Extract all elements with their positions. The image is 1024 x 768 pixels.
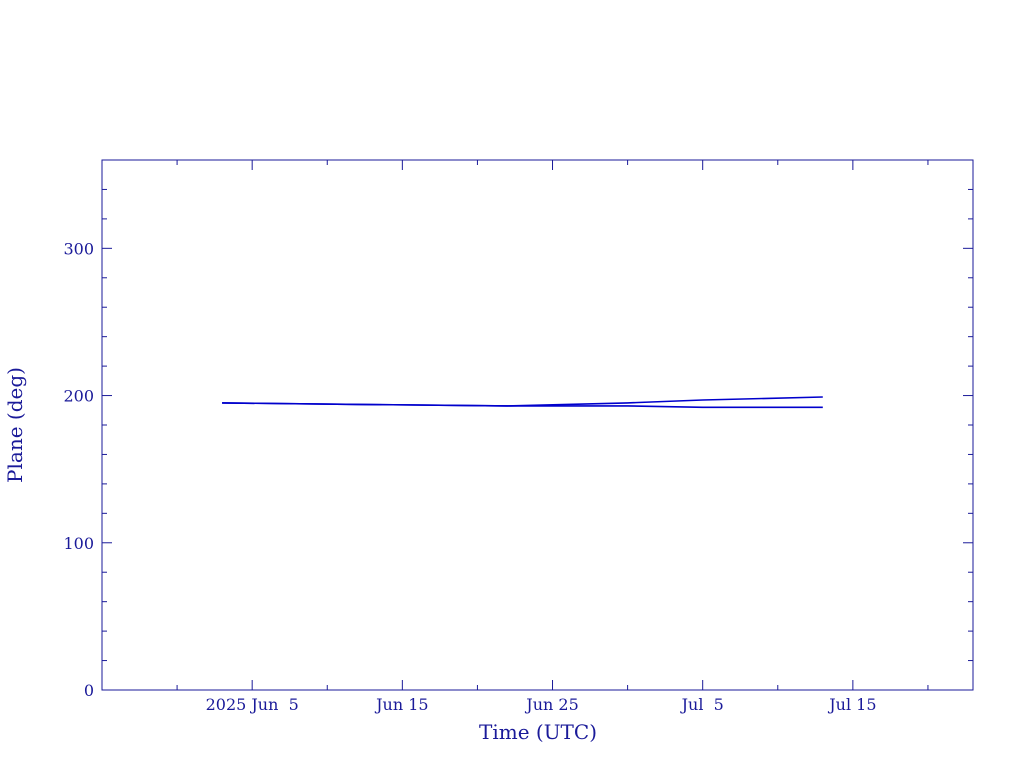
x-tick-label: Jun 15: [374, 695, 428, 714]
x-tick-label: Jul 15: [827, 695, 876, 714]
x-tick-label: Jul 5: [680, 695, 724, 714]
y-axis-title: Plane (deg): [3, 367, 27, 483]
tick-labels: 2025 Jun 5 Jun 15 Jun 25 Jul 5 Jul 15 0 100 200…: [63, 239, 876, 714]
x-axis-title: Time (UTC): [479, 720, 597, 744]
plot-frame: [101, 159, 974, 691]
x-tick-label: 2025 Jun 5: [206, 695, 299, 714]
axis-ticks: [102, 159, 973, 691]
x-tick-label: Jun 25: [524, 695, 578, 714]
y-tick-label: 0: [84, 681, 94, 700]
series-layer: [222, 396, 823, 409]
y-tick-label: 100: [63, 534, 94, 553]
y-tick-label: 200: [63, 387, 94, 406]
series-line-2: [222, 396, 823, 407]
y-tick-label: 300: [63, 239, 94, 258]
